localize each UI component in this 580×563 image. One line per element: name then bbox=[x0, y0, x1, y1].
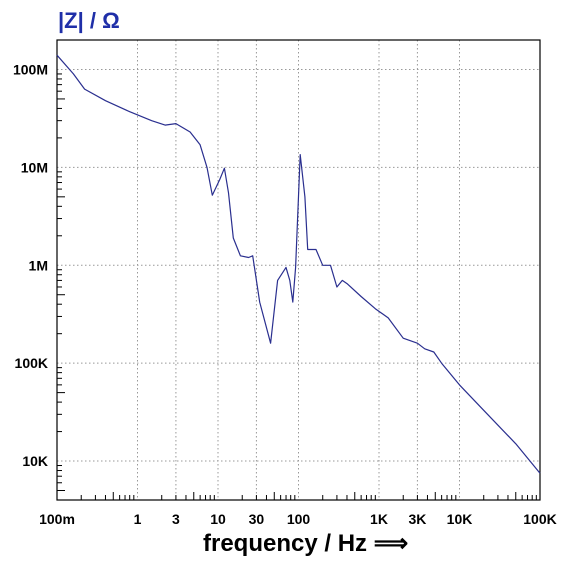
x-tick-label: 100m bbox=[39, 511, 75, 527]
impedance-series-line bbox=[56, 54, 541, 474]
x-tick-labels: 100m 1 3 10 30 100 1K 3K 10K 100K bbox=[39, 511, 557, 527]
x-tick-label: 10K bbox=[447, 511, 473, 527]
plot-frame bbox=[56, 39, 541, 501]
x-axis-label: frequency / Hz ⟹ bbox=[203, 530, 408, 557]
x-tick-label: 1K bbox=[370, 511, 388, 527]
x-tick-label: 30 bbox=[249, 511, 265, 527]
y-tick-label: 100K bbox=[15, 355, 48, 371]
x-tick-label: 100 bbox=[287, 511, 311, 527]
y-tick-label: 10M bbox=[21, 159, 48, 175]
x-tick-label: 3K bbox=[408, 511, 426, 527]
y-tick-label: 1M bbox=[29, 257, 48, 273]
x-tick-label: 100K bbox=[523, 511, 556, 527]
grid bbox=[57, 40, 540, 500]
x-tick-label: 10 bbox=[210, 511, 226, 527]
series-group bbox=[56, 54, 541, 474]
x-tick-label: 3 bbox=[172, 511, 180, 527]
y-axis-label: |Z| / Ω bbox=[58, 8, 120, 33]
y-tick-labels: 10K 100K 1M 10M 100M bbox=[13, 61, 48, 469]
x-tick-label: 1 bbox=[134, 511, 142, 527]
y-tick-label: 10K bbox=[22, 453, 48, 469]
y-tick-label: 100M bbox=[13, 61, 48, 77]
minor-ticks bbox=[57, 73, 537, 500]
